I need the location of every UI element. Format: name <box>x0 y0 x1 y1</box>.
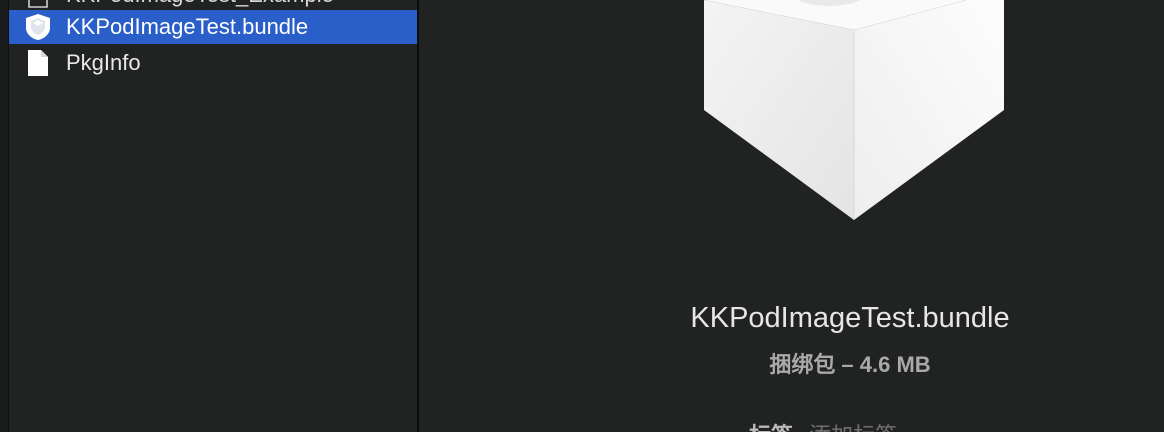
list-item-pkginfo[interactable]: PkgInfo <box>9 46 417 80</box>
preview-file-name: KKPodImageTest.bundle <box>690 302 1010 334</box>
list-item-label: PkgInfo <box>66 50 141 75</box>
tags-row[interactable]: 标签 添加标签… <box>749 418 919 432</box>
preview-file-meta: 捆绑包 – 4.6 MB <box>769 352 931 377</box>
list-item-label: KKPodImageTest_Example <box>66 0 334 8</box>
document-icon <box>25 48 51 78</box>
tags-label: 标签 <box>749 423 793 432</box>
previous-column-edge <box>0 0 9 432</box>
preview-pane: KKPodImageTest.bundle 捆绑包 – 4.6 MB 标签 添加… <box>419 0 1164 432</box>
document-icon <box>25 0 51 10</box>
tags-input[interactable]: 添加标签… <box>809 423 919 432</box>
bundle-icon <box>704 0 1004 220</box>
list-item-label: KKPodImageTest.bundle <box>66 14 309 39</box>
bundle-icon <box>25 12 51 42</box>
file-column[interactable]: KKPodImageTest_Example KKPodImageTest.bu… <box>9 0 417 432</box>
list-item-partial[interactable]: KKPodImageTest_Example <box>9 0 417 12</box>
list-item-bundle[interactable]: KKPodImageTest.bundle <box>9 10 417 44</box>
column-divider[interactable] <box>417 0 419 432</box>
